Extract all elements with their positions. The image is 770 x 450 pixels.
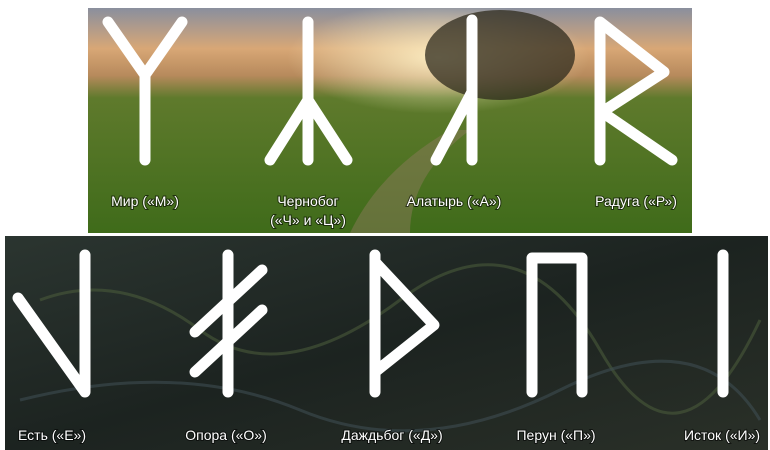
rune-label: («Ч» и «Ц») xyxy=(270,212,346,228)
rune-label: Чернобог xyxy=(277,193,338,209)
top-panel: Мир («М») Чернобог («Ч» и «Ц») Алатырь (… xyxy=(88,8,692,233)
tree xyxy=(425,10,575,100)
rune-label: Исток («И») xyxy=(684,427,760,443)
rune-illustration: Мир («М») Чернобог («Ч» и «Ц») Алатырь (… xyxy=(0,0,770,450)
rune-label: Алатырь («А») xyxy=(407,193,502,209)
rune-label: Перун («П») xyxy=(516,427,595,443)
rune-label: Радуга («Р») xyxy=(595,193,677,209)
bottom-panel: Есть («Е») Опора («О») Даждьбог («Д») Пе… xyxy=(5,236,768,450)
rune-label: Мир («М») xyxy=(111,193,179,209)
rune-label: Опора («О») xyxy=(185,427,267,443)
rune-label: Даждьбог («Д») xyxy=(341,427,442,443)
rune-label: Есть («Е») xyxy=(18,427,86,443)
